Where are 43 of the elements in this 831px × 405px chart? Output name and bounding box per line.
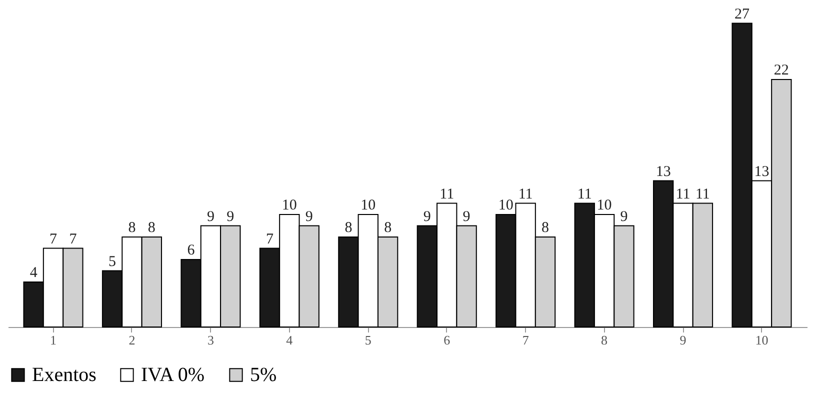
data-label: 7 xyxy=(69,231,78,248)
x-tick-label: 9 xyxy=(680,332,686,348)
data-label: 7 xyxy=(266,231,274,248)
data-label: 8 xyxy=(384,220,392,236)
data-label: 4 xyxy=(30,265,38,281)
x-tick-label: 8 xyxy=(601,332,608,348)
x-tick-label: 7 xyxy=(522,332,530,348)
data-label: 10 xyxy=(360,198,376,214)
x-tick-label: 4 xyxy=(286,332,294,348)
legend-label: 5% xyxy=(250,364,277,386)
data-label: 9 xyxy=(206,208,214,225)
data-label: 8 xyxy=(344,220,352,236)
x-tick-label: 1 xyxy=(50,332,57,348)
legend-label: Exentos xyxy=(32,364,97,386)
x-tick-label: 2 xyxy=(128,332,136,348)
data-label: 27 xyxy=(734,6,750,22)
data-label: 8 xyxy=(128,220,136,236)
data-label: 8 xyxy=(542,220,550,236)
data-label: 9 xyxy=(305,208,313,225)
x-tick-label: 6 xyxy=(444,332,451,348)
data-label: 11 xyxy=(440,186,454,202)
data-label: 5 xyxy=(108,254,116,270)
data-label: 11 xyxy=(518,186,533,202)
legend-label: IVA 0% xyxy=(141,364,205,386)
data-label: 11 xyxy=(676,186,690,202)
x-tick-label: 10 xyxy=(755,332,768,348)
data-label: 13 xyxy=(656,164,671,180)
data-label: 10 xyxy=(282,198,297,214)
data-label: 8 xyxy=(148,220,156,236)
data-label: 10 xyxy=(596,198,612,214)
data-label: 9 xyxy=(462,208,470,225)
data-label: 9 xyxy=(423,208,431,225)
data-label: 9 xyxy=(620,208,628,225)
data-label: 11 xyxy=(695,186,710,202)
data-label: 6 xyxy=(187,242,196,258)
data-label: 10 xyxy=(498,198,514,214)
data-label: 11 xyxy=(577,186,592,202)
data-label: 9 xyxy=(226,208,234,225)
x-tick-label: 5 xyxy=(364,332,372,348)
data-label: 22 xyxy=(774,62,789,78)
x-tick-label: 3 xyxy=(207,332,214,348)
data-label: 13 xyxy=(754,164,770,180)
data-label: 7 xyxy=(50,231,58,248)
